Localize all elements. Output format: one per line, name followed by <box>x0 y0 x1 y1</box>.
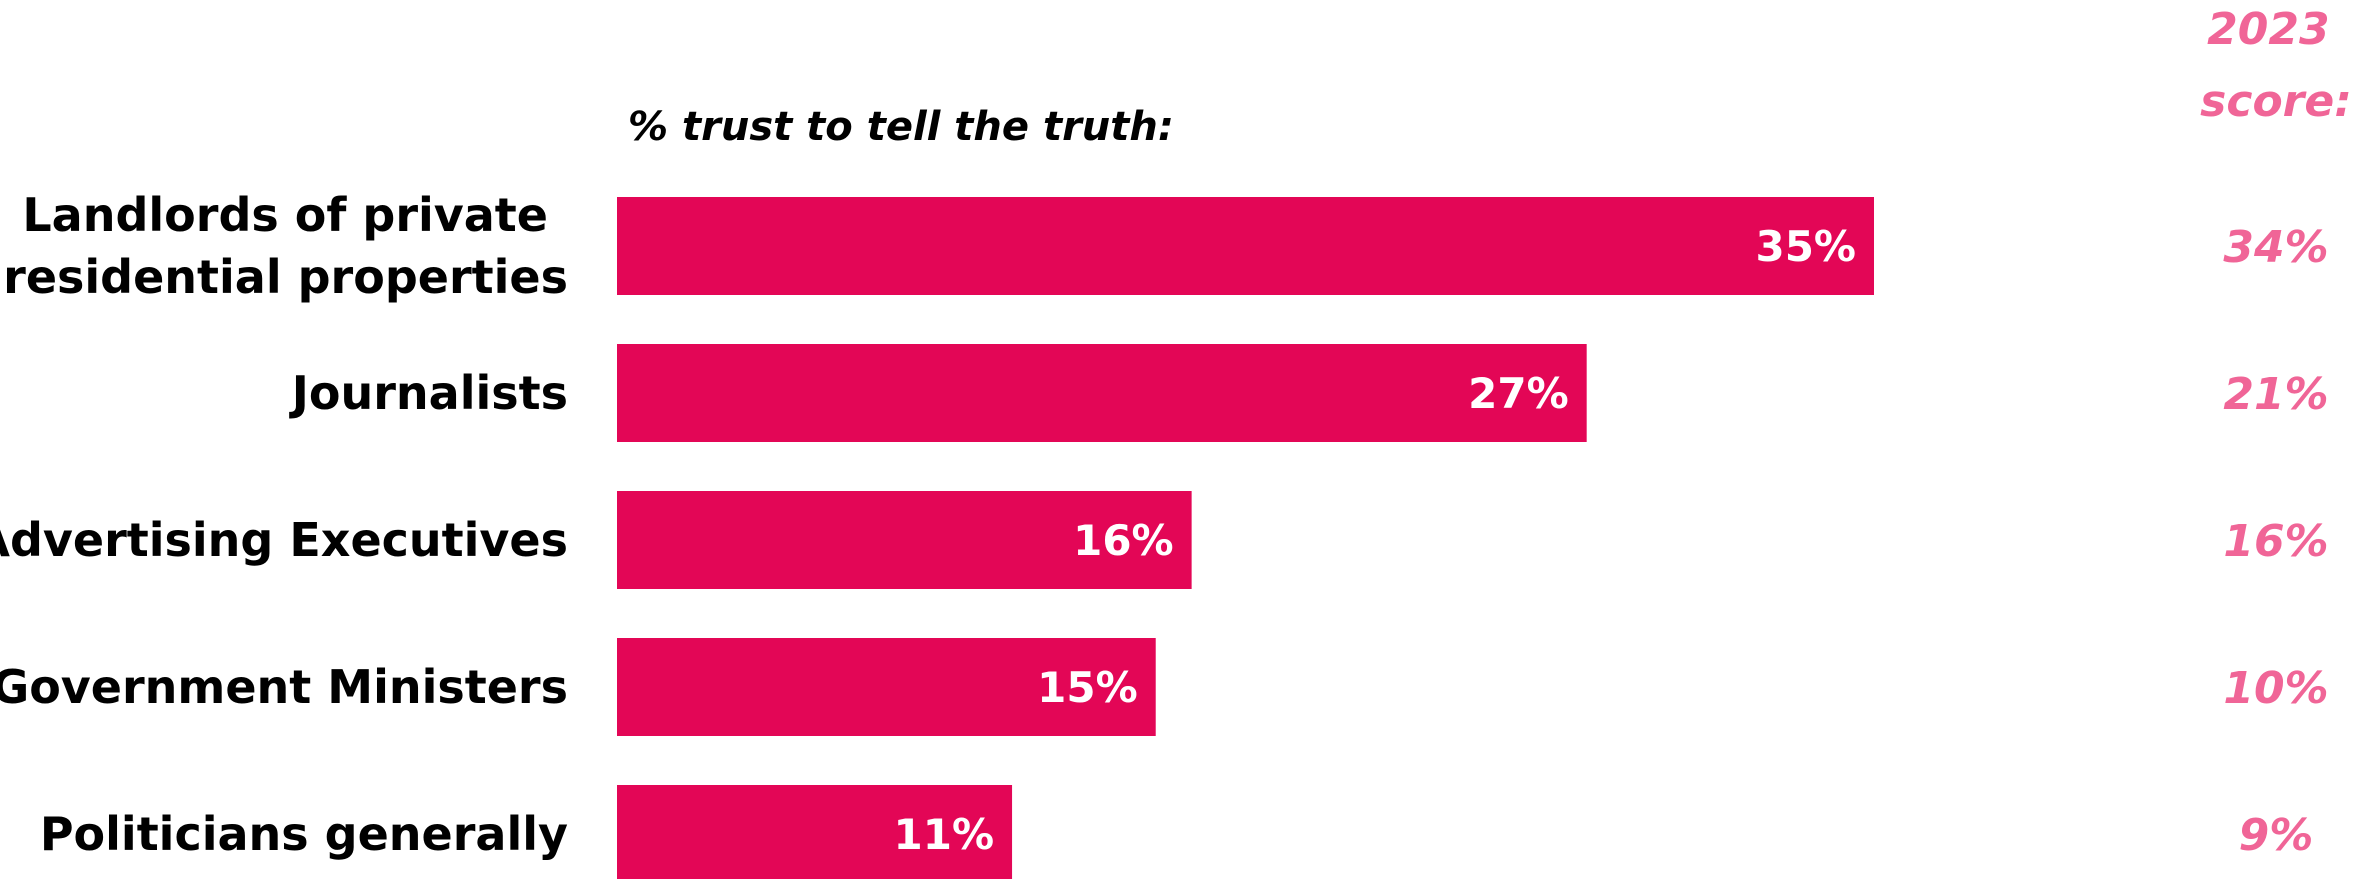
previous-score-header-line-2: score: <box>2200 76 2352 127</box>
chart-subtitle: % trust to tell the truth: <box>628 104 1174 150</box>
previous-score-value: 10% <box>2223 663 2328 714</box>
previous-score-value: 21% <box>2223 369 2328 420</box>
previous-score-value: 16% <box>2223 516 2328 567</box>
previous-score-header-line-1: 2023 <box>2207 4 2329 55</box>
bar-5 <box>617 785 1013 879</box>
previous-score-value: 34% <box>2223 222 2328 273</box>
bar-value-label: 15% <box>1037 663 1138 712</box>
category-label: residential properties <box>3 250 568 304</box>
bar-value-label: 35% <box>1755 222 1856 271</box>
category-label: Advertising Executives <box>0 513 568 567</box>
bar-value-label: 11% <box>894 810 995 859</box>
previous-score-value: 9% <box>2239 810 2314 861</box>
bar-value-label: 27% <box>1468 369 1569 418</box>
bar-3 <box>617 491 1192 589</box>
category-label: Journalists <box>289 366 568 420</box>
category-label: Politicians generally <box>40 807 568 861</box>
previous-score-header: 2023 score: <box>2200 4 2352 127</box>
bar-2 <box>617 344 1587 442</box>
bar-4 <box>617 638 1156 736</box>
category-label: Government Ministers <box>0 660 568 714</box>
bar-1 <box>617 197 1874 295</box>
bars-group: 35% Landlords of private residential prope… <box>0 188 2329 879</box>
bar-value-label: 16% <box>1073 516 1174 565</box>
category-label: Landlords of private <box>22 188 548 242</box>
